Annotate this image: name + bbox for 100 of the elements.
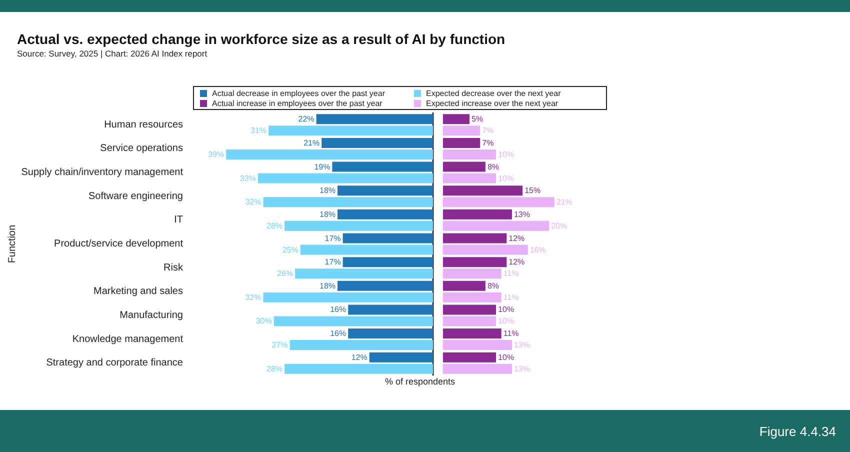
- caption: Figure 4.4.34: [759, 424, 836, 439]
- bar: [443, 162, 486, 172]
- bar: [443, 209, 512, 220]
- data-label: 32%: [245, 198, 262, 207]
- data-label: 25%: [282, 245, 298, 254]
- data-label: 7%: [482, 138, 494, 148]
- bar: [338, 209, 433, 220]
- legend-label: Expected decrease over the next year: [426, 89, 562, 98]
- data-label: 16%: [330, 329, 346, 338]
- y-tick-label: Human resources: [104, 119, 183, 130]
- data-label: 17%: [324, 258, 341, 267]
- bar: [443, 244, 528, 255]
- data-label: 33%: [240, 174, 256, 183]
- data-label: 7%: [482, 126, 494, 136]
- data-label: 10%: [498, 316, 514, 326]
- bar: [443, 364, 512, 374]
- data-label: 18%: [319, 281, 336, 290]
- data-label: 12%: [508, 258, 525, 267]
- data-label: 30%: [256, 316, 272, 326]
- data-label: 8%: [487, 162, 500, 172]
- data-label: 21%: [556, 198, 572, 207]
- bar: [342, 233, 433, 244]
- legend-label: Actual increase in employees over the past year: [212, 99, 383, 108]
- y-tick-label: Product/service development: [54, 238, 184, 250]
- data-label: 27%: [272, 340, 288, 350]
- bar: [348, 304, 433, 315]
- data-label: 10%: [498, 305, 514, 314]
- bar: [226, 149, 433, 160]
- bar: [443, 197, 554, 208]
- bar: [443, 126, 480, 136]
- data-label: 10%: [498, 352, 514, 362]
- bar: [348, 328, 433, 339]
- y-tick-label: Risk: [164, 262, 184, 274]
- bar: [258, 173, 433, 184]
- legend-label: Expected increase over the next year: [426, 99, 558, 108]
- data-label: 39%: [208, 150, 224, 159]
- data-label: 26%: [277, 269, 294, 278]
- data-label: 21%: [304, 138, 320, 148]
- data-label: 13%: [514, 364, 530, 374]
- y-tick-label: IT: [174, 214, 183, 226]
- data-label: 18%: [319, 186, 336, 196]
- data-label: 11%: [503, 269, 519, 278]
- bar: [290, 340, 433, 350]
- data-label: 11%: [503, 292, 519, 302]
- y-tick-label: Service operations: [100, 143, 183, 154]
- data-label: 10%: [498, 150, 514, 159]
- bar: [284, 364, 433, 374]
- data-label: 11%: [503, 329, 519, 338]
- y-tick-label: Marketing and sales: [94, 286, 183, 298]
- bar: [443, 186, 523, 196]
- bar: [443, 268, 502, 279]
- bar: [443, 292, 502, 302]
- bar: [443, 257, 507, 268]
- bar: [300, 244, 433, 255]
- chart-title: Actual vs. expected change in workforce size as a result of AI by function: [17, 31, 506, 47]
- bar: [443, 328, 502, 339]
- data-label: 22%: [298, 114, 314, 124]
- bar: [322, 138, 433, 148]
- data-label: 8%: [487, 281, 500, 290]
- data-label: 12%: [351, 352, 368, 362]
- bar: [263, 197, 433, 208]
- data-label: 5%: [472, 114, 484, 124]
- bar: [332, 162, 433, 172]
- data-label: 18%: [319, 210, 336, 219]
- text: Source: Survey, 2025 | Chart: 2026 AI Index report: [17, 48, 208, 58]
- data-label: 32%: [245, 292, 262, 302]
- bar: [443, 316, 496, 326]
- y-tick-label: Supply chain/inventory management: [21, 167, 184, 178]
- bar: [338, 186, 433, 196]
- bar: [274, 316, 433, 326]
- data-label: 19%: [314, 162, 330, 172]
- data-label: 15%: [524, 186, 541, 196]
- bar: [443, 220, 550, 231]
- data-label: 16%: [330, 305, 346, 314]
- data-label: 20%: [551, 221, 568, 230]
- bar: [443, 304, 496, 315]
- bar: [443, 352, 496, 362]
- bar: [295, 268, 433, 279]
- bar: [263, 292, 433, 302]
- data-label: 13%: [514, 340, 530, 350]
- bar: [443, 280, 486, 291]
- bar: [342, 257, 433, 268]
- bar: [284, 220, 433, 231]
- data-label: 12%: [508, 234, 525, 243]
- bar: [338, 280, 433, 291]
- y-tick-label: Manufacturing: [120, 310, 183, 321]
- x-axis-title: % of respondents: [385, 376, 456, 386]
- bar: [443, 114, 470, 124]
- bar: [443, 340, 512, 350]
- y-tick-label: Strategy and corporate finance: [46, 358, 184, 369]
- data-label: 10%: [498, 174, 514, 183]
- bar: [443, 149, 496, 160]
- data-label: 17%: [324, 234, 341, 243]
- bar: [369, 352, 433, 362]
- legend-label: Actual decrease in employees over the past year: [212, 89, 386, 98]
- bar: [443, 138, 480, 148]
- bar: [316, 114, 433, 124]
- y-axis-title: Function: [6, 224, 18, 264]
- data-label: 28%: [266, 221, 282, 230]
- data-label: 31%: [250, 126, 267, 136]
